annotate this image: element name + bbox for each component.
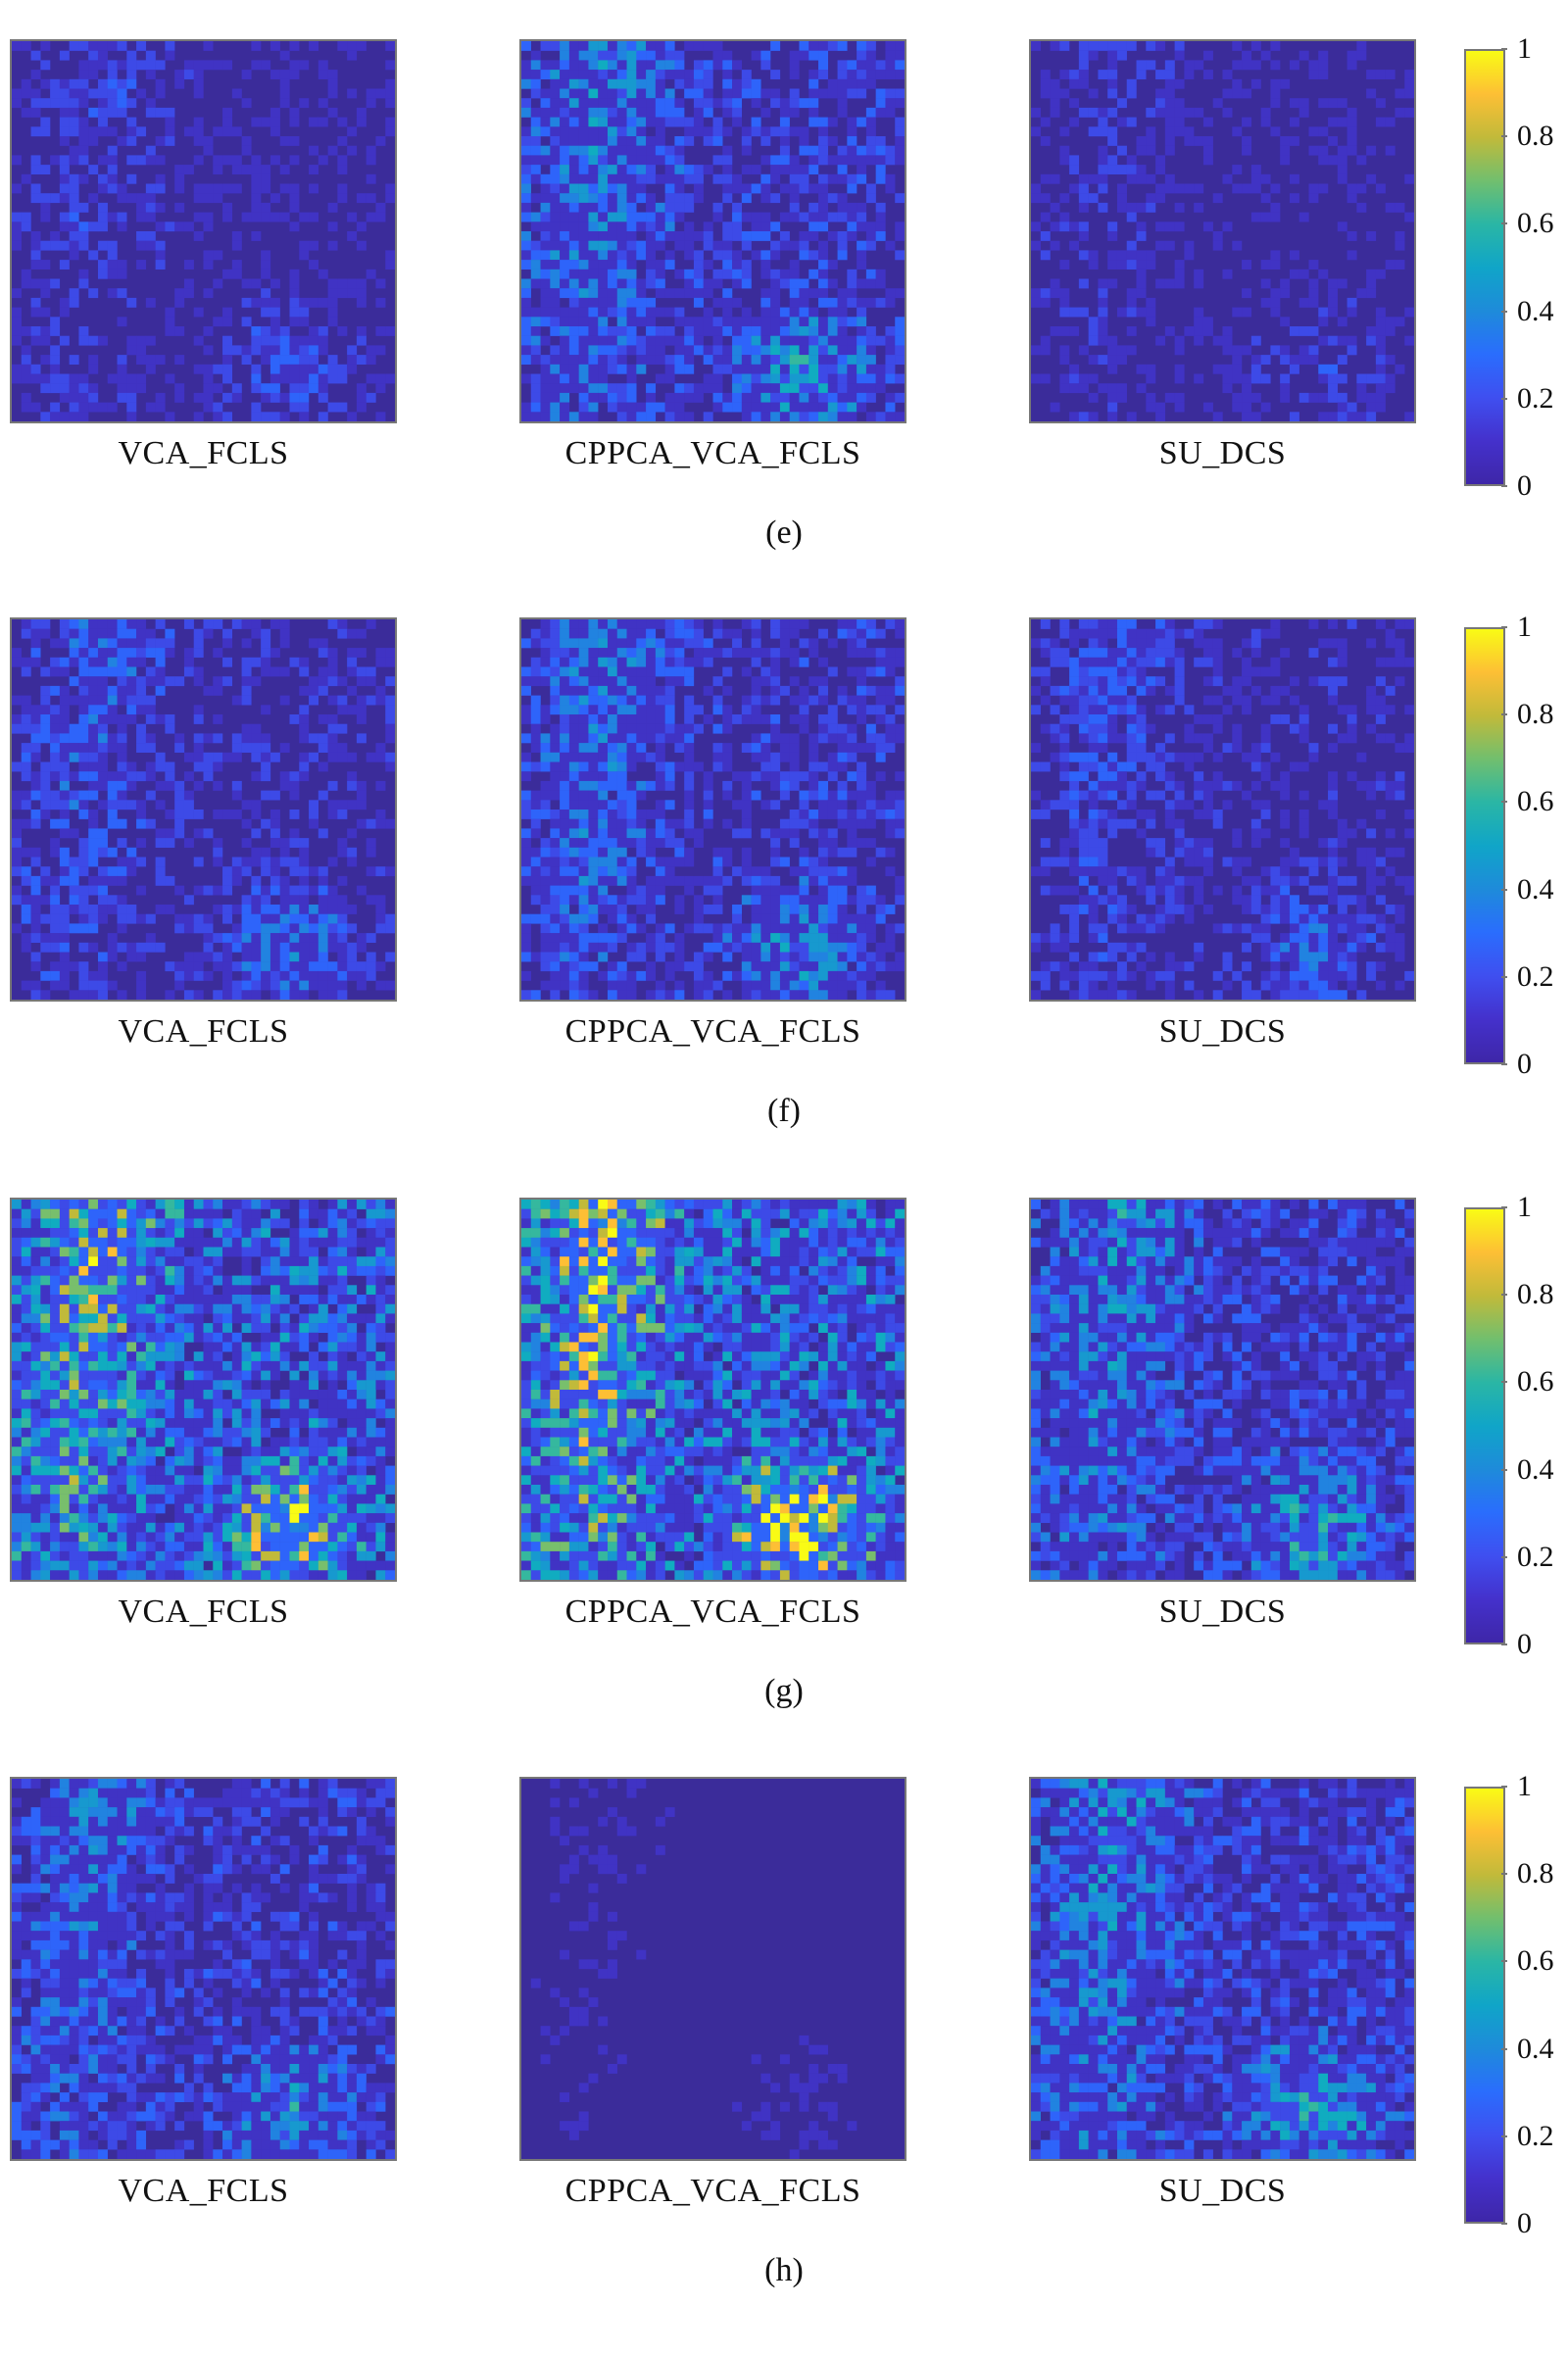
abundance-map-image xyxy=(1029,1198,1416,1582)
abundance-map-image xyxy=(519,617,906,1002)
colorbar-tick-mark xyxy=(1501,311,1507,313)
method-label: CPPCA_VCA_FCLS xyxy=(519,435,906,472)
colorbar-tick-mark xyxy=(1501,801,1507,803)
method-label: SU_DCS xyxy=(1029,1594,1416,1631)
colorbar-tick-label: 0.4 xyxy=(1517,2035,1554,2064)
method-label: SU_DCS xyxy=(1029,2173,1416,2210)
panel-label: (e) xyxy=(686,515,882,552)
colorbar-tick-mark xyxy=(1501,1644,1507,1645)
colorbar-tick-mark xyxy=(1501,713,1507,715)
colorbar-tick-label: 1 xyxy=(1517,34,1532,64)
method-label: CPPCA_VCA_FCLS xyxy=(519,2173,906,2210)
colorbar-tick-mark xyxy=(1501,222,1507,224)
colorbar-tick-label: 0.8 xyxy=(1517,1859,1554,1889)
colorbar-tick-mark xyxy=(1501,1469,1507,1471)
colorbar-tick-label: 0.4 xyxy=(1517,1455,1554,1485)
method-label: VCA_FCLS xyxy=(10,435,397,472)
colorbar-tick-label: 0.8 xyxy=(1517,122,1554,151)
colorbar-tick-label: 0.2 xyxy=(1517,1543,1554,1572)
colorbar-tick-mark xyxy=(1501,1556,1507,1558)
panel-group-3: VCA_FCLS CPPCA_VCA_FCLS SU_DCS 0 0.2 0.4 0.6 0.… xyxy=(0,1777,1568,2355)
colorbar-tick-mark xyxy=(1501,1960,1507,1962)
colorbar-tick-mark xyxy=(1501,1786,1507,1788)
colorbar-tick-mark xyxy=(1501,1873,1507,1875)
colorbar-tick-mark xyxy=(1501,1063,1507,1065)
abundance-map-image xyxy=(10,1777,397,2161)
colorbar-tick-mark xyxy=(1501,2135,1507,2137)
colorbar-tick-label: 1 xyxy=(1517,613,1532,642)
panel-group-0: VCA_FCLS CPPCA_VCA_FCLS SU_DCS 0 0.2 0.4 0.6 0.… xyxy=(0,39,1568,617)
abundance-map-image xyxy=(519,1198,906,1582)
colorbar-tick-label: 0 xyxy=(1517,1630,1532,1659)
colorbar-tick-mark xyxy=(1501,2048,1507,2050)
abundance-map-image xyxy=(519,39,906,423)
panel-group-2: VCA_FCLS CPPCA_VCA_FCLS SU_DCS 0 0.2 0.4 0.6 0.… xyxy=(0,1198,1568,1776)
colorbar-tick-label: 0.8 xyxy=(1517,1280,1554,1309)
abundance-map-image xyxy=(1029,1777,1416,2161)
colorbar-tick-label: 0.6 xyxy=(1517,1367,1554,1397)
colorbar-tick-mark xyxy=(1501,135,1507,137)
colorbar-tick-label: 0.4 xyxy=(1517,297,1554,326)
colorbar-tick-mark xyxy=(1501,2223,1507,2225)
method-label: CPPCA_VCA_FCLS xyxy=(519,1594,906,1631)
method-label: SU_DCS xyxy=(1029,1013,1416,1051)
colorbar-tick-label: 0.2 xyxy=(1517,962,1554,992)
method-label: VCA_FCLS xyxy=(10,1594,397,1631)
colorbar xyxy=(1464,1207,1505,1644)
colorbar-tick-label: 1 xyxy=(1517,1772,1532,1801)
abundance-map-image xyxy=(519,1777,906,2161)
colorbar-tick-mark xyxy=(1501,398,1507,400)
abundance-map-image xyxy=(10,617,397,1002)
colorbar-tick-label: 0.2 xyxy=(1517,384,1554,414)
colorbar xyxy=(1464,1787,1505,2224)
abundance-map-image xyxy=(10,39,397,423)
colorbar-tick-label: 0.4 xyxy=(1517,875,1554,905)
colorbar-tick-mark xyxy=(1501,889,1507,891)
colorbar-tick-mark xyxy=(1501,1206,1507,1208)
abundance-map-image xyxy=(1029,39,1416,423)
method-label: VCA_FCLS xyxy=(10,2173,397,2210)
panel-label: (f) xyxy=(686,1093,882,1130)
method-label: VCA_FCLS xyxy=(10,1013,397,1051)
colorbar-tick-mark xyxy=(1501,1381,1507,1383)
colorbar-tick-mark xyxy=(1501,1294,1507,1296)
abundance-map-image xyxy=(10,1198,397,1582)
colorbar xyxy=(1464,49,1505,486)
method-label: CPPCA_VCA_FCLS xyxy=(519,1013,906,1051)
abundance-map-image xyxy=(1029,617,1416,1002)
colorbar-tick-label: 1 xyxy=(1517,1193,1532,1222)
colorbar-tick-mark xyxy=(1501,626,1507,628)
colorbar-tick-label: 0 xyxy=(1517,1050,1532,1079)
colorbar-tick-label: 0.6 xyxy=(1517,209,1554,238)
colorbar-tick-label: 0.2 xyxy=(1517,2122,1554,2151)
colorbar-tick-mark xyxy=(1501,485,1507,487)
panel-label: (h) xyxy=(686,2252,882,2289)
colorbar-tick-mark xyxy=(1501,48,1507,50)
colorbar-tick-label: 0.8 xyxy=(1517,700,1554,729)
method-label: SU_DCS xyxy=(1029,435,1416,472)
colorbar xyxy=(1464,627,1505,1064)
panel-label: (g) xyxy=(686,1673,882,1710)
colorbar-tick-label: 0 xyxy=(1517,471,1532,501)
colorbar-tick-label: 0 xyxy=(1517,2209,1532,2238)
colorbar-tick-label: 0.6 xyxy=(1517,1946,1554,1976)
colorbar-tick-label: 0.6 xyxy=(1517,787,1554,816)
panel-group-1: VCA_FCLS CPPCA_VCA_FCLS SU_DCS 0 0.2 0.4 0.6 0.… xyxy=(0,617,1568,1196)
colorbar-tick-mark xyxy=(1501,976,1507,978)
